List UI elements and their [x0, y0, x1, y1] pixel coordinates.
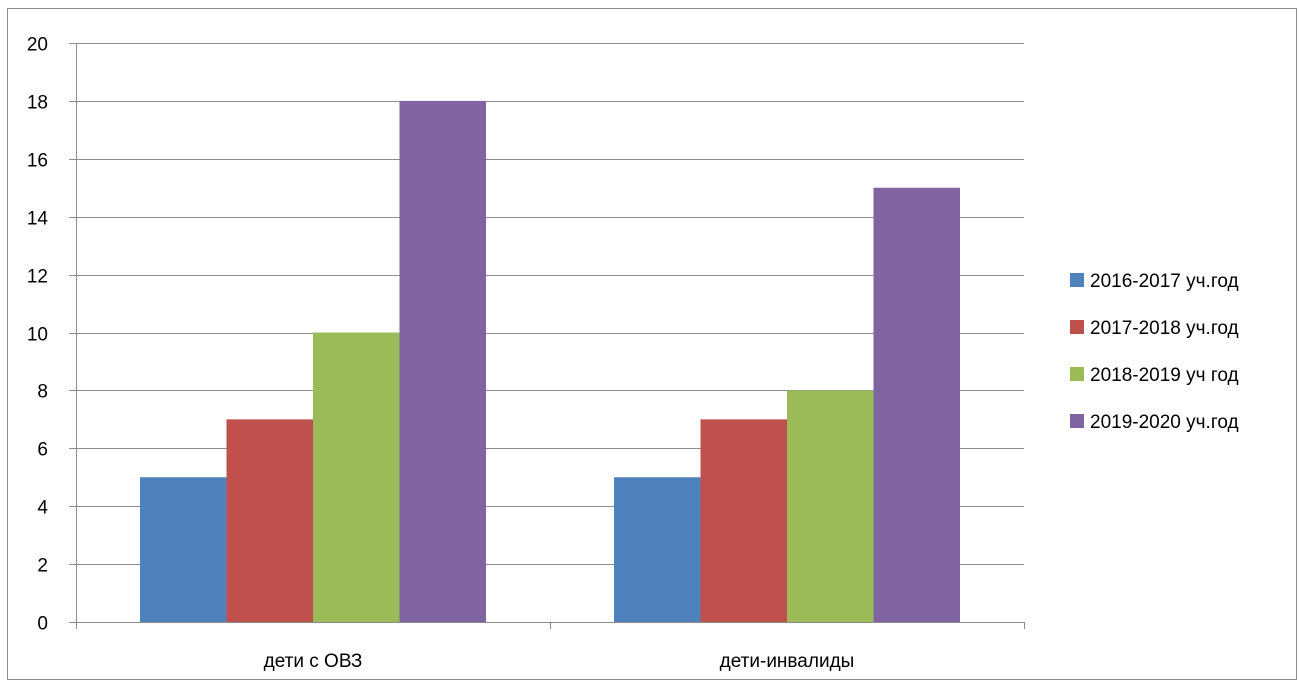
legend-label: 2018-2019 уч год [1090, 365, 1239, 386]
y-tick-label: 12 [27, 267, 48, 288]
legend-swatch [1070, 273, 1084, 287]
y-tick-label: 2 [37, 556, 48, 577]
bar [226, 419, 313, 622]
y-tick-label: 20 [27, 35, 48, 56]
x-tick-labels: дети с ОВЗ дети-инвалиды [264, 651, 855, 672]
y-tick-label: 14 [27, 209, 49, 230]
y-tick-label: 10 [27, 325, 48, 346]
x-tick-label: дети с ОВЗ [264, 651, 363, 672]
legend-label: 2017-2018 уч.год [1090, 318, 1239, 339]
legend: 2016-2017 уч.год 2017-2018 уч.год 2018-201… [1070, 271, 1239, 433]
legend-label: 2016-2017 уч.год [1090, 271, 1239, 292]
bar [787, 390, 874, 622]
bar [613, 477, 701, 622]
legend-swatch [1070, 414, 1084, 428]
bar [873, 187, 961, 622]
axes [69, 43, 1025, 629]
y-tick-label: 18 [27, 93, 48, 114]
bar [313, 332, 400, 622]
bar [139, 477, 227, 622]
y-tick-label: 16 [27, 151, 48, 172]
legend-swatch [1070, 320, 1084, 334]
bar [700, 419, 787, 622]
legend-swatch [1070, 367, 1084, 381]
y-tick-label: 8 [37, 382, 48, 403]
bar [399, 100, 487, 622]
x-tick-label: дети-инвалиды [720, 651, 855, 672]
legend-label: 2019-2020 уч.год [1090, 412, 1239, 433]
y-tick-labels: 0 2 4 6 8 10 12 14 16 18 20 [27, 35, 49, 635]
y-tick-label: 0 [37, 614, 48, 635]
bars [139, 100, 961, 622]
y-tick-label: 4 [37, 498, 48, 519]
y-tick-label: 6 [37, 440, 48, 461]
